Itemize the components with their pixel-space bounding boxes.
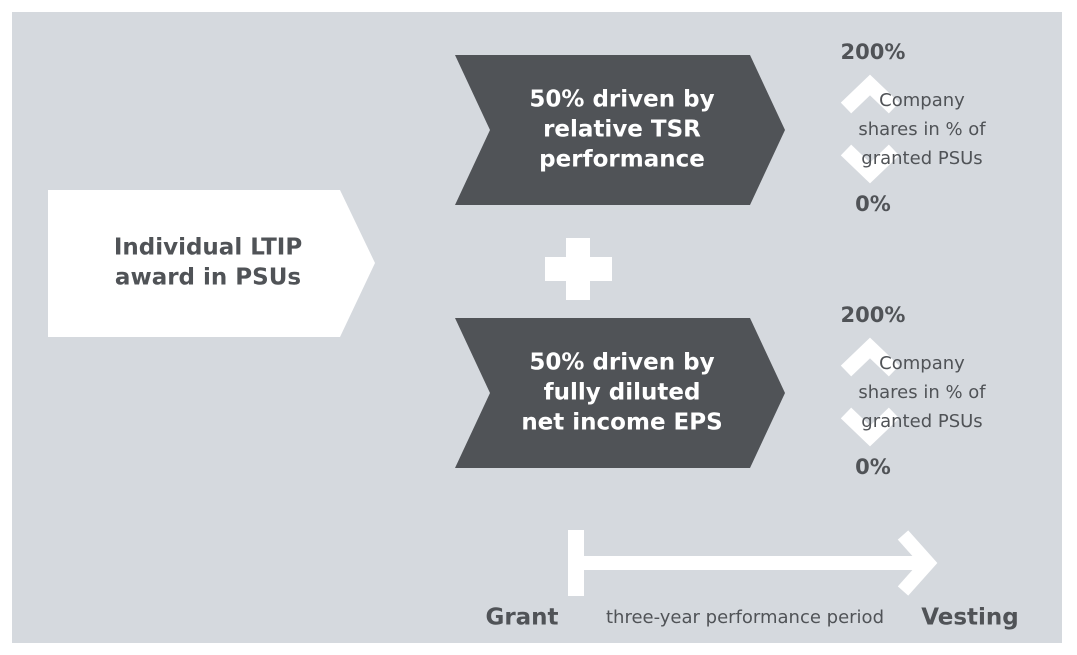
award-text: Individual LTIP (114, 235, 302, 261)
note-text: shares in % of (858, 119, 986, 140)
note-text: granted PSUs (861, 148, 982, 169)
award-text: award in PSUs (115, 265, 301, 291)
component-text: 50% driven by (529, 87, 714, 113)
timeline-period: three-year performance period (606, 607, 884, 628)
note-text: Company (879, 353, 965, 374)
min-label: 0% (855, 455, 891, 479)
component-text: relative TSR (543, 117, 701, 143)
max-label: 200% (841, 40, 906, 64)
award-arrow (48, 190, 375, 337)
indicators (840, 74, 900, 447)
component-text: performance (539, 147, 705, 173)
max-label: 200% (841, 303, 906, 327)
component-text: net income EPS (521, 410, 722, 436)
component-text: fully diluted (544, 380, 701, 406)
note-text: Company (879, 90, 965, 111)
timeline-arrow (568, 530, 938, 596)
note-text: granted PSUs (861, 411, 982, 432)
component-chevron (455, 318, 785, 468)
note-text: shares in % of (858, 382, 986, 403)
component-chevron (455, 55, 785, 205)
min-label: 0% (855, 192, 891, 216)
timeline-end: Vesting (921, 605, 1019, 631)
plus-sign (545, 238, 612, 300)
timeline-start: Grant (485, 605, 558, 631)
component-text: 50% driven by (529, 350, 714, 376)
